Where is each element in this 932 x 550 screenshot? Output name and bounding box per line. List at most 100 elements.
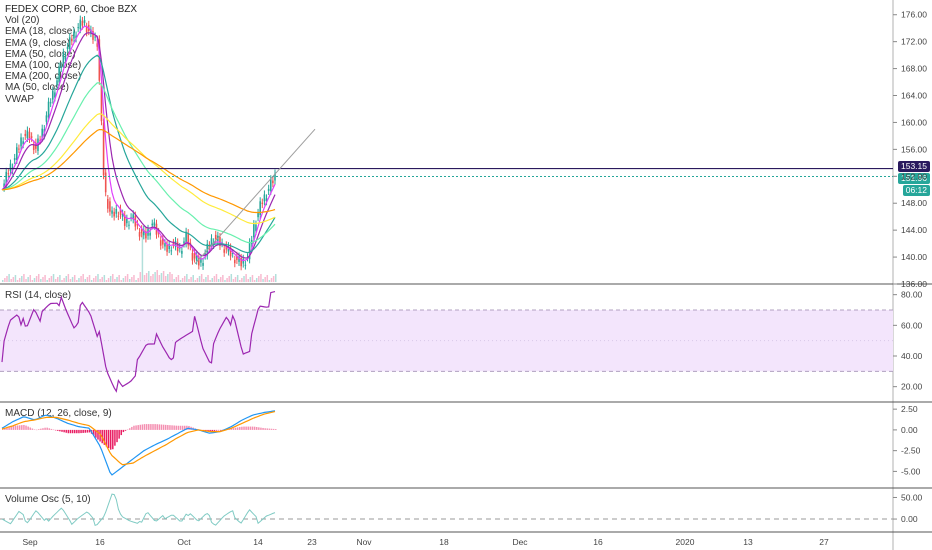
- volume-bar: [236, 275, 239, 282]
- volume-bar: [61, 280, 63, 282]
- volume-bar: [224, 280, 226, 282]
- macd-histogram-bar: [243, 426, 245, 430]
- macd-histogram-bar: [82, 429, 84, 433]
- macd-histogram-bar: [139, 424, 142, 430]
- volume-osc-pane-label[interactable]: Volume Osc (5, 10): [5, 494, 91, 505]
- macd-histogram-bar: [61, 429, 63, 432]
- y-tick-label: 160.00: [901, 117, 927, 127]
- x-tick-label: 27: [819, 537, 829, 547]
- volume-bar: [268, 280, 271, 282]
- volume-bar: [118, 275, 120, 282]
- volume-bar: [234, 277, 237, 282]
- volume-bar: [29, 275, 32, 282]
- y-tick-label: 136.00: [901, 279, 927, 289]
- candle-body: [64, 56, 67, 60]
- rsi-pane-label[interactable]: RSI (14, close): [5, 290, 72, 301]
- candle-body: [79, 19, 82, 30]
- candle-body: [83, 20, 86, 23]
- volume-bar: [148, 271, 150, 282]
- legend-item[interactable]: EMA (50, close): [5, 48, 76, 60]
- candle-body: [18, 148, 20, 150]
- candle-body: [253, 224, 255, 238]
- volume-bar: [260, 274, 262, 282]
- candle-body: [159, 240, 162, 246]
- macd-pane-label[interactable]: MACD (12, 26, close, 9): [5, 408, 112, 419]
- volume-bar: [137, 278, 139, 282]
- volume-bar: [76, 280, 78, 282]
- legend-item[interactable]: EMA (100, close): [5, 60, 82, 72]
- candle-body: [261, 202, 264, 205]
- candle-body: [187, 233, 190, 246]
- volume-bar: [186, 274, 188, 282]
- macd-histogram-bar: [141, 424, 144, 430]
- legend-item[interactable]: EMA (9, close): [5, 37, 71, 49]
- candle-body: [166, 244, 168, 252]
- macd-histogram-bar: [71, 429, 74, 434]
- volume-bar: [105, 280, 108, 282]
- last-price-badge: 151.96: [898, 173, 930, 184]
- candle-body: [73, 31, 75, 39]
- candle-body: [195, 255, 198, 261]
- volume-bar: [23, 274, 25, 282]
- macd-histogram-bar: [232, 428, 235, 430]
- macd-histogram-bar: [97, 429, 99, 440]
- candle-body: [236, 255, 238, 260]
- volume-bar: [82, 274, 84, 282]
- macd-histogram-bar: [114, 429, 116, 446]
- macd-histogram-bar: [262, 427, 264, 430]
- candle-body: [94, 36, 96, 38]
- volume-bar: [16, 280, 19, 282]
- ma-50-line: [1, 129, 276, 214]
- macd-histogram-bar: [156, 424, 158, 430]
- macd-histogram-bar: [219, 429, 222, 431]
- candle-body: [39, 139, 41, 141]
- macd-histogram-bar: [73, 429, 76, 434]
- rsi-band: [0, 310, 893, 372]
- ema-100-line: [1, 82, 276, 244]
- y-tick-label: 80.00: [901, 290, 923, 300]
- legend-item[interactable]: MA (50, close): [5, 82, 69, 94]
- macd-histogram-bar: [207, 429, 209, 432]
- candle-body: [229, 247, 232, 257]
- volume-bar: [73, 275, 76, 282]
- legend-item[interactable]: VWAP: [5, 93, 35, 105]
- volume-bar: [99, 279, 101, 282]
- candle-body: [210, 238, 213, 246]
- candle-body: [269, 179, 272, 191]
- volume-bar: [145, 273, 148, 282]
- macd-histogram-bar: [25, 425, 27, 430]
- volume-bar: [200, 274, 203, 282]
- candle-body: [66, 46, 69, 50]
- candle-body: [51, 90, 54, 100]
- macd-histogram-bar: [59, 429, 61, 432]
- x-tick-label: 14: [253, 537, 263, 547]
- legend-item[interactable]: EMA (18, close): [5, 26, 76, 38]
- x-tick-label: 13: [743, 537, 753, 547]
- candle-body: [193, 253, 196, 259]
- candle-body: [71, 38, 73, 42]
- candles: [3, 15, 276, 271]
- legend-item[interactable]: EMA (200, close): [5, 71, 82, 83]
- x-tick-label: 23: [307, 537, 317, 547]
- macd-histogram-bar: [152, 424, 154, 430]
- volume-bar: [219, 277, 222, 282]
- macd-histogram-bar: [171, 425, 173, 430]
- volume-bar: [262, 279, 264, 282]
- macd-histogram-bar: [84, 429, 87, 433]
- volume-bar: [173, 279, 175, 282]
- volume-bar: [162, 271, 165, 282]
- macd-histogram-bar: [247, 426, 249, 430]
- candle-body: [185, 231, 187, 244]
- volume-bar: [215, 274, 218, 282]
- legend-item[interactable]: Vol (20): [5, 15, 40, 27]
- candle-body: [41, 128, 44, 138]
- candle-body: [238, 256, 240, 262]
- volume-bar: [31, 280, 34, 282]
- volume-bar: [205, 277, 207, 282]
- macd-histogram-bar: [76, 429, 78, 434]
- candle-body: [149, 232, 151, 236]
- macd-histogram-bar: [52, 429, 55, 431]
- candle-body: [75, 35, 77, 39]
- candle-body: [172, 242, 175, 245]
